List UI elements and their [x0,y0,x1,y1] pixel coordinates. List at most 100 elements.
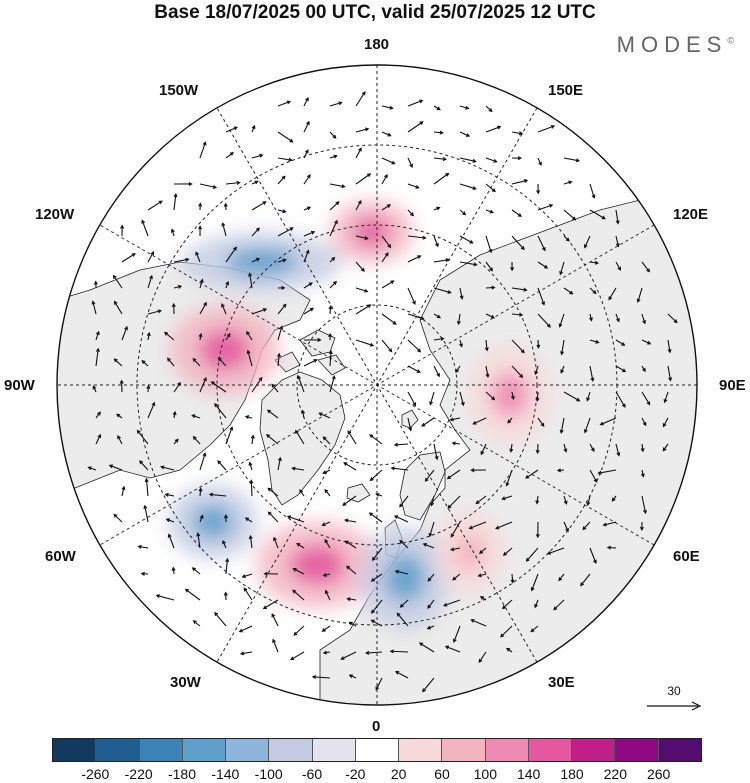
wind-arrow [303,97,309,107]
wind-arrow [170,228,175,237]
wind-arrow [449,417,461,422]
wind-arrow [120,224,125,237]
wind-arrow [500,625,513,638]
wind-arrow [221,222,227,237]
wind-arrow [641,313,647,325]
wind-arrow [87,466,97,471]
wind-arrow [322,436,331,445]
wind-arrow [147,401,156,419]
wind-arrow [535,391,540,402]
wind-arrow [136,429,149,445]
wind-arrow [478,651,487,664]
wind-arrow [321,625,331,632]
wind-arrow [95,330,100,341]
wind-arrow [370,619,383,627]
wind-arrow [328,332,333,341]
wind-arrow [511,365,524,379]
wind-arrow [277,325,284,341]
wind-arrow [662,443,669,452]
wind-arrow [563,287,574,295]
wind-arrow [421,417,435,427]
wind-arrow [433,172,450,185]
wind-arrow [303,174,311,185]
wind-arrow [328,305,333,315]
wind-arrow [537,203,554,211]
wind-arrow [184,588,201,601]
wind-arrow [322,650,331,655]
wind-arrow [433,443,439,461]
wind-arrow [501,599,513,610]
wind-reference-arrow [647,701,702,711]
colorbar-swatch [528,739,573,761]
wind-arrow [422,677,435,693]
wind-arrow [328,350,333,367]
lon-label-150e: 150E [548,82,584,99]
wind-arrow [407,339,422,353]
wind-arrow [553,599,565,611]
wind-arrow [248,534,253,549]
wind-arrow [582,521,591,531]
wind-arrow [427,573,435,582]
wind-arrow [510,573,515,584]
wind-arrow [501,495,513,501]
wind-arrow [196,532,201,549]
wind-arrow [485,313,496,319]
wind-arrow [290,651,305,661]
wind-arrow [160,465,175,471]
wind-arrow [251,308,268,315]
wind-arrow [662,417,669,428]
lon-label-0: 0 [372,718,381,735]
wind-arrow [297,375,305,393]
wind-arrow [485,235,493,254]
colorbar-tick-label: -260 [81,766,110,782]
wind-arrow [225,126,238,133]
wind-arrow [563,180,573,185]
wind-arrow [535,521,540,539]
wind-arrow [147,200,163,211]
wind-arrow [459,391,465,407]
wind-arrow [303,149,309,159]
wind-arrow [251,180,259,185]
wind-arrow [165,518,175,523]
map-title: Base 18/07/2025 00 UTC, valid 25/07/2025… [154,2,596,23]
wind-arrow [511,209,522,217]
wind-arrow [171,566,176,575]
wind-arrow [370,573,383,582]
wind-arrow [217,357,227,367]
wind-arrow [381,235,392,249]
wind-arrow [143,504,149,523]
colorbar-swatch [312,739,356,761]
wind-arrow [173,193,178,211]
colorbar-swatch [399,739,443,761]
wind-arrow [537,125,556,133]
wind-arrow [173,257,190,263]
wind-arrow [444,645,461,653]
wind-arrow [459,105,470,110]
colorbar-tick-label: -20 [345,766,366,782]
wind-arrow [119,379,124,393]
wind-arrow [155,594,175,601]
wind-arrow [222,539,227,549]
wind-arrow [394,671,409,679]
colorbar-tick-label: -180 [167,766,197,782]
wind-arrow [371,547,383,562]
wind-arrow [277,303,287,315]
wind-arrow [394,569,409,575]
wind-arrow [225,557,230,575]
wind-arrow [511,131,524,136]
wind-arrow [589,183,596,199]
wind-arrow [615,235,620,248]
wind-arrow [329,256,336,263]
colorbar-ticks: -260 -220 -180 -140 -100 -60 -20 20 60 100 140 180 2… [52,766,702,782]
wind-arrow [239,651,253,656]
wind-arrow [340,651,357,660]
wind-arrow [381,131,392,137]
wind-arrow [344,540,357,549]
wind-arrow [468,521,487,530]
wind-arrow [558,573,565,582]
wind-arrow [329,183,346,189]
wind-arrow [450,547,461,552]
wind-arrow [479,596,487,601]
wind-arrow [602,521,617,527]
wind-arrow [641,261,651,273]
